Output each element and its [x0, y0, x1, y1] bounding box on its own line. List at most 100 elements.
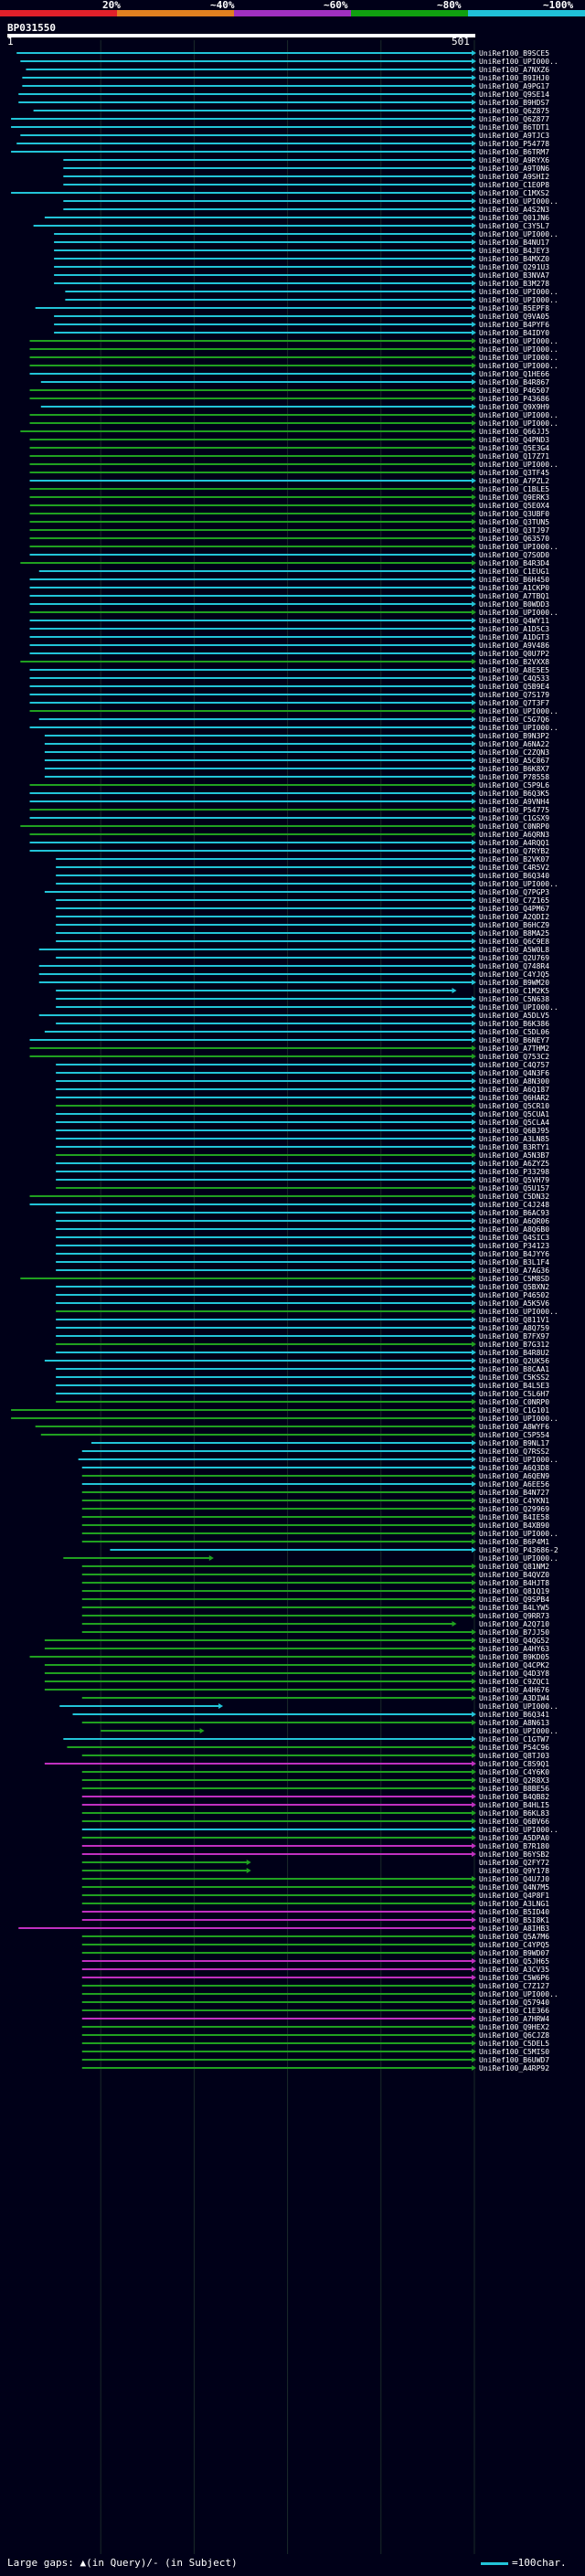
hit-id-label[interactable]: UniRef100_A6QRN3 [479, 831, 549, 839]
hit-id-label[interactable]: UniRef100_Q8TJ03 [479, 1752, 549, 1760]
hit-id-label[interactable]: UniRef100_C4YPQ5 [479, 1941, 549, 1949]
hit-id-label[interactable]: UniRef100_A3DIW4 [479, 1694, 549, 1702]
hit-id-label[interactable]: UniRef100_B8BE56 [479, 1785, 549, 1793]
hit-id-label[interactable]: UniRef100_Q4PM67 [479, 905, 549, 913]
hit-id-label[interactable]: UniRef100_Q291U3 [479, 263, 549, 271]
hit-id-label[interactable]: UniRef100_Q4N7M5 [479, 1883, 549, 1892]
hit-id-label[interactable]: UniRef100_A1D5C3 [479, 625, 549, 633]
hit-id-label[interactable]: UniRef100_UPI000.. [479, 609, 558, 617]
hit-id-label[interactable]: UniRef100_A5C867 [479, 757, 549, 765]
hit-id-label[interactable]: UniRef100_A6QEN9 [479, 1472, 549, 1480]
hit-id-label[interactable]: UniRef100_Q6BV66 [479, 1818, 549, 1826]
hit-id-label[interactable]: UniRef100_C4YJQ5 [479, 970, 549, 979]
hit-id-label[interactable]: UniRef100_C1EUG1 [479, 567, 549, 576]
hit-id-label[interactable]: UniRef100_Q2R8X3 [479, 1776, 549, 1785]
hit-id-label[interactable]: UniRef100_Q3TF45 [479, 469, 549, 477]
hit-id-label[interactable]: UniRef100_C5DL06 [479, 1028, 549, 1036]
hit-id-label[interactable]: UniRef100_B2VXX8 [479, 658, 549, 666]
hit-id-label[interactable]: UniRef100_A8Q6B0 [479, 1225, 549, 1234]
hit-id-label[interactable]: UniRef100_B2VK07 [479, 855, 549, 864]
hit-id-label[interactable]: UniRef100_B4R3D4 [479, 559, 549, 567]
hit-id-label[interactable]: UniRef100_B4MXZ0 [479, 255, 549, 263]
hit-id-label[interactable]: UniRef100_A8WYF6 [479, 1423, 549, 1431]
hit-id-label[interactable]: UniRef100_B4N727 [479, 1489, 549, 1497]
hit-id-label[interactable]: UniRef100_UPI000.. [479, 1003, 558, 1012]
hit-id-label[interactable]: UniRef100_Q9HEX2 [479, 2023, 549, 2031]
hit-id-label[interactable]: UniRef100_Q5U157 [479, 1184, 549, 1193]
hit-id-label[interactable]: UniRef100_Q63570 [479, 535, 549, 543]
hit-id-label[interactable]: UniRef100_B3L1F4 [479, 1258, 549, 1267]
hit-id-label[interactable]: UniRef100_B8CAA1 [479, 1365, 549, 1373]
hit-id-label[interactable]: UniRef100_B6KL83 [479, 1809, 549, 1818]
hit-id-label[interactable]: UniRef100_UPI000.. [479, 354, 558, 362]
hit-id-label[interactable]: UniRef100_B6TRM7 [479, 148, 549, 156]
hit-id-label[interactable]: UniRef100_Q5BXN2 [479, 1283, 549, 1291]
hit-id-label[interactable]: UniRef100_B9NL17 [479, 1439, 549, 1447]
hit-id-label[interactable]: UniRef100_A9V486 [479, 641, 549, 650]
hit-id-label[interactable]: UniRef100_P34123 [479, 1242, 549, 1250]
hit-id-label[interactable]: UniRef100_Q4CPK2 [479, 1661, 549, 1670]
hit-id-label[interactable]: UniRef100_B6AC93 [479, 1209, 549, 1217]
hit-id-label[interactable]: UniRef100_UPI000.. [479, 724, 558, 732]
hit-id-label[interactable]: UniRef100_B4QVZ0 [479, 1571, 549, 1579]
hit-id-label[interactable]: UniRef100_Q0U7P2 [479, 650, 549, 658]
hit-id-label[interactable]: UniRef100_Q7PGP3 [479, 888, 549, 896]
hit-id-label[interactable]: UniRef100_A1CKP0 [479, 584, 549, 592]
hit-id-label[interactable]: UniRef100_Q2FY72 [479, 1859, 549, 1867]
hit-id-label[interactable]: UniRef100_A9T0N6 [479, 164, 549, 173]
hit-id-label[interactable]: UniRef100_P43686 [479, 395, 549, 403]
hit-id-label[interactable]: UniRef100_B3NVA7 [479, 271, 549, 280]
hit-id-label[interactable]: UniRef100_A5W0L8 [479, 946, 549, 954]
hit-id-label[interactable]: UniRef100_UPI000.. [479, 1308, 558, 1316]
hit-id-label[interactable]: UniRef100_B4JYY6 [479, 1250, 549, 1258]
hit-id-label[interactable]: UniRef100_B7G312 [479, 1341, 549, 1349]
hit-id-label[interactable]: UniRef100_UPI000.. [479, 230, 558, 239]
hit-id-label[interactable]: UniRef100_UPI000.. [479, 461, 558, 469]
hit-id-label[interactable]: UniRef100_B6Q341 [479, 1711, 549, 1719]
hit-id-label[interactable]: UniRef100_Q5CR10 [479, 1102, 549, 1110]
hit-id-label[interactable]: UniRef100_Q6CJZ8 [479, 2031, 549, 2040]
hit-id-label[interactable]: UniRef100_Q7S0D0 [479, 551, 549, 559]
hit-id-label[interactable]: UniRef100_UPI000.. [479, 419, 558, 428]
hit-id-label[interactable]: UniRef100_B6UWD7 [479, 2056, 549, 2064]
hit-id-label[interactable]: UniRef100_B7R180 [479, 1842, 549, 1850]
hit-id-label[interactable]: UniRef100_Q7RYB2 [479, 847, 549, 855]
hit-id-label[interactable]: UniRef100_Q5CLA4 [479, 1118, 549, 1127]
hit-id-label[interactable]: UniRef100_UPI000.. [479, 337, 558, 345]
hit-id-label[interactable]: UniRef100_B5EPF8 [479, 304, 549, 313]
hit-id-label[interactable]: UniRef100_B4L5E3 [479, 1382, 549, 1390]
hit-id-label[interactable]: UniRef100_B6Q3K5 [479, 790, 549, 798]
hit-id-label[interactable]: UniRef100_C5KSS2 [479, 1373, 549, 1382]
hit-id-label[interactable]: UniRef100_A2QDI2 [479, 913, 549, 921]
hit-id-label[interactable]: UniRef100_A7NXZ6 [479, 66, 549, 74]
hit-id-label[interactable]: UniRef100_B4XB90 [479, 1521, 549, 1530]
hit-id-label[interactable]: UniRef100_C5DN32 [479, 1193, 549, 1201]
hit-id-label[interactable]: UniRef100_A3LN85 [479, 1135, 549, 1143]
hit-id-label[interactable]: UniRef100_UPI000.. [479, 1826, 558, 1834]
hit-id-label[interactable]: UniRef100_C5P554 [479, 1431, 549, 1439]
hit-id-label[interactable]: UniRef100_Q01JN6 [479, 214, 549, 222]
hit-id-label[interactable]: UniRef100_Q7RSS2 [479, 1447, 549, 1456]
hit-id-label[interactable]: UniRef100_Q7S179 [479, 691, 549, 699]
hit-id-label[interactable]: UniRef100_C1E0P8 [479, 181, 549, 189]
hit-id-label[interactable]: UniRef100_A5DPA0 [479, 1834, 549, 1842]
hit-id-label[interactable]: UniRef100_A4S2N3 [479, 206, 549, 214]
hit-id-label[interactable]: UniRef100_C5P9L6 [479, 781, 549, 790]
hit-id-label[interactable]: UniRef100_C8S9Q1 [479, 1760, 549, 1768]
hit-id-label[interactable]: UniRef100_Q3TJ97 [479, 526, 549, 535]
hit-id-label[interactable]: UniRef100_Q2U769 [479, 954, 549, 962]
hit-id-label[interactable]: UniRef100_Q6Z877 [479, 115, 549, 123]
hit-id-label[interactable]: UniRef100_A8E5E5 [479, 666, 549, 674]
hit-id-label[interactable]: UniRef100_B6NEY7 [479, 1036, 549, 1044]
hit-id-label[interactable]: UniRef100_C5G7Q6 [479, 716, 549, 724]
hit-id-label[interactable]: UniRef100_A7PZL2 [479, 477, 549, 485]
hit-id-label[interactable]: UniRef100_B9KD05 [479, 1653, 549, 1661]
hit-id-label[interactable]: UniRef100_B4R867 [479, 378, 549, 387]
hit-id-label[interactable]: UniRef100_UPI000.. [479, 411, 558, 419]
hit-id-label[interactable]: UniRef100_P78558 [479, 773, 549, 781]
hit-id-label[interactable]: UniRef100_B6Q340 [479, 872, 549, 880]
hit-id-label[interactable]: UniRef100_A2Q710 [479, 1620, 549, 1628]
hit-id-label[interactable]: UniRef100_A8Q759 [479, 1324, 549, 1332]
hit-id-label[interactable]: UniRef100_C3Y5L7 [479, 222, 549, 230]
hit-id-label[interactable]: UniRef100_Q17Z71 [479, 452, 549, 461]
